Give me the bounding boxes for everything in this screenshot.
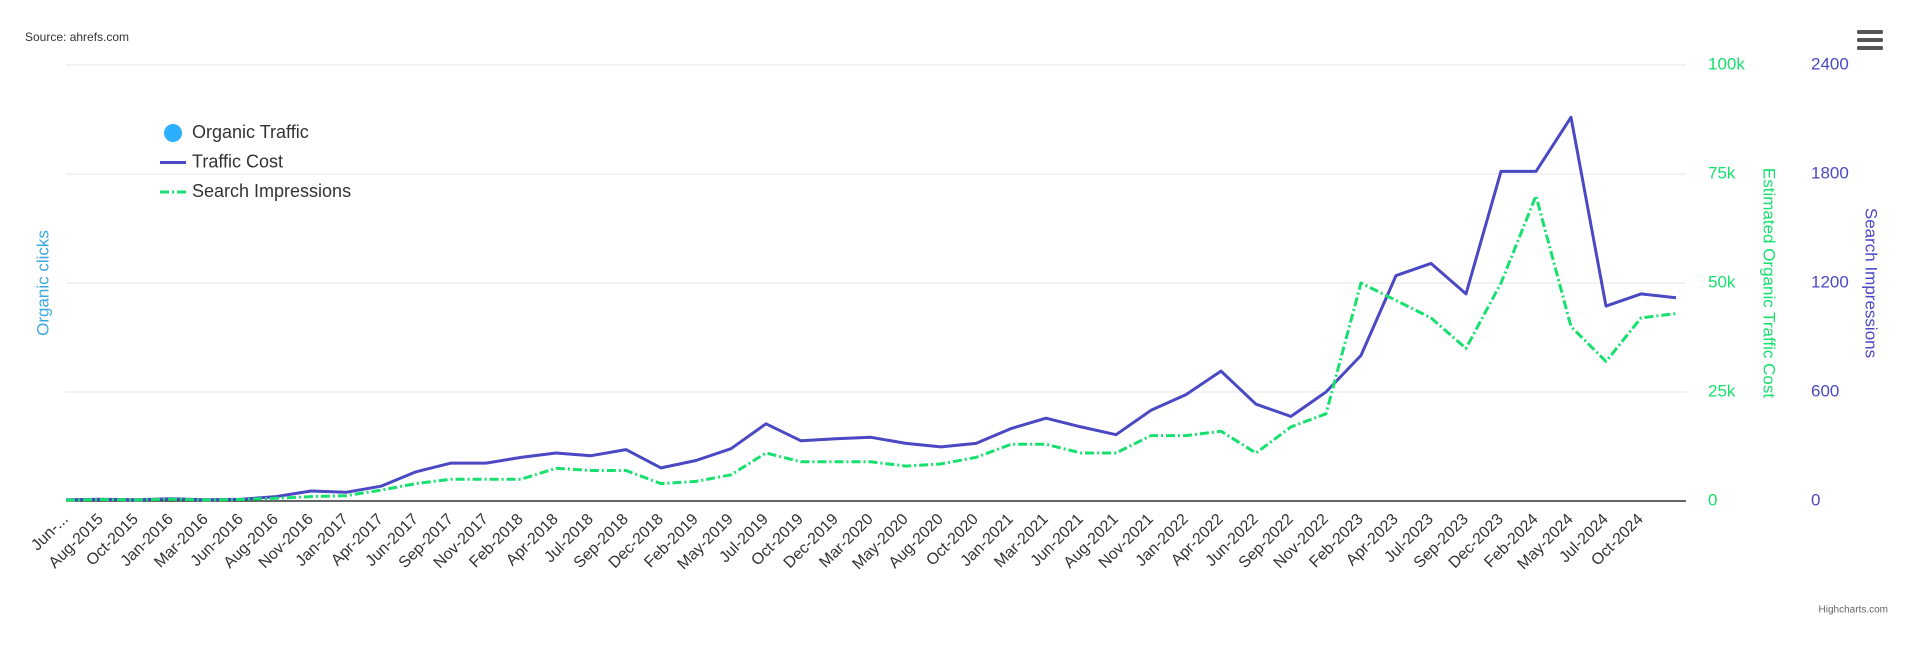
y3-tick-label: 1800: [1811, 163, 1849, 182]
menu-bar: [1857, 38, 1883, 42]
y-axis-title: Organic clicks: [33, 230, 52, 336]
legend-symbol: [164, 124, 182, 142]
legend-label[interactable]: Organic Traffic: [192, 122, 309, 142]
y3-axis-title: Search Impressions: [1862, 208, 1881, 358]
y3-tick-label: 0: [1811, 490, 1820, 509]
y2-tick-label: 50k: [1708, 272, 1736, 291]
y2-tick-label: 0: [1708, 490, 1717, 509]
menu-button[interactable]: [1857, 30, 1883, 50]
y3-tick-label: 600: [1811, 381, 1839, 400]
y2-tick-label: 25k: [1708, 381, 1736, 400]
menu-bar: [1857, 46, 1883, 50]
y3-tick-label: 1200: [1811, 272, 1849, 291]
y2-axis-title: Estimated Organic Traffic Cost: [1760, 168, 1779, 398]
y2-tick-label: 75k: [1708, 163, 1736, 182]
source: Source: ahrefs.com: [25, 30, 129, 44]
series-line: [65, 115, 1677, 502]
legend-label[interactable]: Search Impressions: [192, 181, 351, 201]
legend-label[interactable]: Traffic Cost: [192, 151, 283, 171]
menu-bar: [1857, 30, 1883, 34]
y2-tick-label: 100k: [1708, 54, 1745, 73]
series-line: [65, 194, 1677, 502]
credits[interactable]: Highcharts.com: [1819, 605, 1888, 616]
y3-tick-label: 2400: [1811, 54, 1849, 73]
